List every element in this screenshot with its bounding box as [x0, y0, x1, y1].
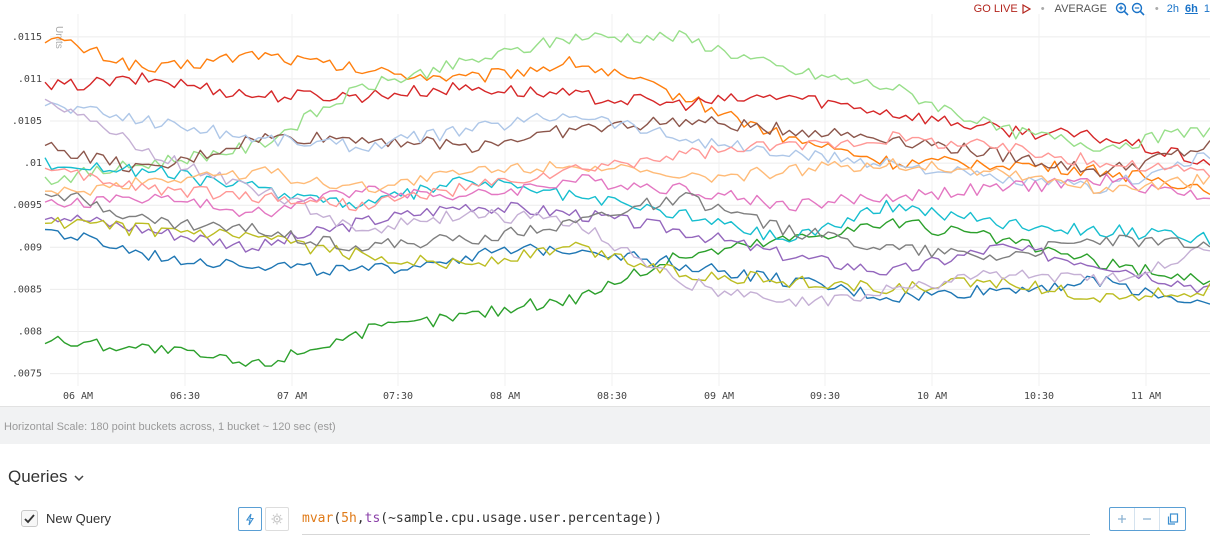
x-axis: 06 AM 06:30 07 AM 07:30 08 AM 08:30 09 AM 09:30…: [63, 391, 1161, 402]
line-chart[interactable]: .0115 .011 .0105 .01 .0095 .009 .0085 .008 .0075…: [0, 0, 1210, 406]
series-line[interactable]: [44, 72, 1210, 166]
series-line[interactable]: [44, 218, 1210, 367]
series-line[interactable]: [44, 228, 1210, 305]
x-tick-label: 07 AM: [277, 391, 307, 402]
y-tick-label: .009: [18, 242, 42, 253]
x-tick-label: 11 AM: [1131, 391, 1161, 402]
series-line[interactable]: [44, 36, 1210, 196]
chevron-down-icon: [74, 471, 84, 485]
query-comma: ,: [356, 511, 365, 526]
zoom-in-icon[interactable]: [1115, 2, 1129, 16]
range-2h[interactable]: 2h: [1166, 3, 1180, 15]
lightning-icon: [245, 513, 254, 525]
zoom-out-icon[interactable]: [1131, 2, 1145, 16]
go-live-button[interactable]: GO LIVE: [974, 3, 1031, 15]
chart-grid: [50, 14, 1210, 386]
chart-series: [44, 30, 1210, 367]
queries-header[interactable]: Queries: [8, 467, 84, 487]
series-line[interactable]: [44, 30, 1210, 186]
query-enabled-checkbox[interactable]: [21, 510, 38, 527]
y-tick-label: .01: [24, 158, 42, 169]
x-tick-label: 10:30: [1024, 391, 1054, 402]
y-axis: .0115 .011 .0105 .01 .0095 .009 .0085 .008 .0075: [12, 32, 42, 380]
query-paren: (: [333, 511, 342, 526]
y-tick-label: .008: [18, 326, 42, 337]
x-tick-label: 06:30: [170, 391, 200, 402]
series-line[interactable]: [44, 131, 1210, 212]
x-tick-label: 08:30: [597, 391, 627, 402]
query-ts-function: ts: [364, 511, 381, 526]
x-tick-label: 08 AM: [490, 391, 520, 402]
x-tick-label: 06 AM: [63, 391, 93, 402]
plus-icon: [1118, 515, 1126, 523]
y-tick-label: .0085: [12, 284, 42, 295]
horizontal-scale-bar: Horizontal Scale: 180 point buckets acro…: [0, 406, 1210, 444]
minus-icon: [1143, 518, 1151, 520]
x-tick-label: 07:30: [383, 391, 413, 402]
gear-icon: [271, 513, 283, 525]
query-window-arg: 5h: [341, 511, 357, 526]
y-tick-label: .011: [18, 74, 42, 85]
query-metric: (~sample.cpu.usage.user.percentage)): [380, 511, 663, 526]
series-line[interactable]: [44, 191, 1210, 261]
chart-toolbar: GO LIVE • AVERAGE • 2h 6h 1: [974, 0, 1210, 18]
copy-icon: [1167, 513, 1178, 525]
remove-query-button[interactable]: [1135, 508, 1160, 530]
x-tick-label: 09 AM: [704, 391, 734, 402]
series-line[interactable]: [44, 101, 1210, 195]
series-line[interactable]: [44, 201, 1210, 294]
separator-dot: •: [1040, 3, 1045, 15]
checkmark-icon: [24, 513, 35, 523]
query-settings-button[interactable]: [265, 507, 289, 531]
add-query-button[interactable]: [1110, 508, 1135, 530]
series-line[interactable]: [44, 116, 1210, 177]
series-line[interactable]: [44, 158, 1210, 196]
query-function: mvar: [302, 511, 334, 526]
play-icon: [1022, 4, 1031, 14]
series-line[interactable]: [44, 216, 1210, 303]
query-row: New Query mvar(5h,ts(~sample.cpu.usage.u…: [0, 505, 1210, 535]
range-6h[interactable]: 6h: [1185, 3, 1198, 15]
range-more[interactable]: 1: [1203, 3, 1210, 15]
query-lightning-button[interactable]: [238, 507, 262, 531]
series-line[interactable]: [44, 157, 1210, 245]
go-live-label: GO LIVE: [973, 3, 1018, 15]
y-tick-label: .0075: [12, 369, 42, 380]
aggregation-selector[interactable]: AVERAGE: [1054, 3, 1107, 15]
series-line[interactable]: [44, 98, 1210, 307]
separator-dot: •: [1154, 3, 1159, 15]
y-tick-label: .0095: [12, 200, 42, 211]
queries-title: Queries: [8, 467, 68, 486]
clone-query-button[interactable]: [1160, 508, 1185, 530]
query-name[interactable]: New Query: [46, 511, 112, 526]
horizontal-scale-text: Horizontal Scale: 180 point buckets acro…: [4, 421, 336, 433]
series-line[interactable]: [44, 173, 1210, 218]
query-actions: [1109, 507, 1186, 531]
x-tick-label: 09:30: [810, 391, 840, 402]
x-tick-label: 10 AM: [917, 391, 947, 402]
y-tick-label: .0115: [12, 32, 42, 43]
time-range-selector: 2h 6h 1: [1167, 3, 1210, 15]
y-tick-label: .0105: [12, 116, 42, 127]
query-expression-input[interactable]: mvar(5h,ts(~sample.cpu.usage.user.percen…: [302, 511, 1090, 535]
zoom-controls: [1115, 2, 1145, 16]
